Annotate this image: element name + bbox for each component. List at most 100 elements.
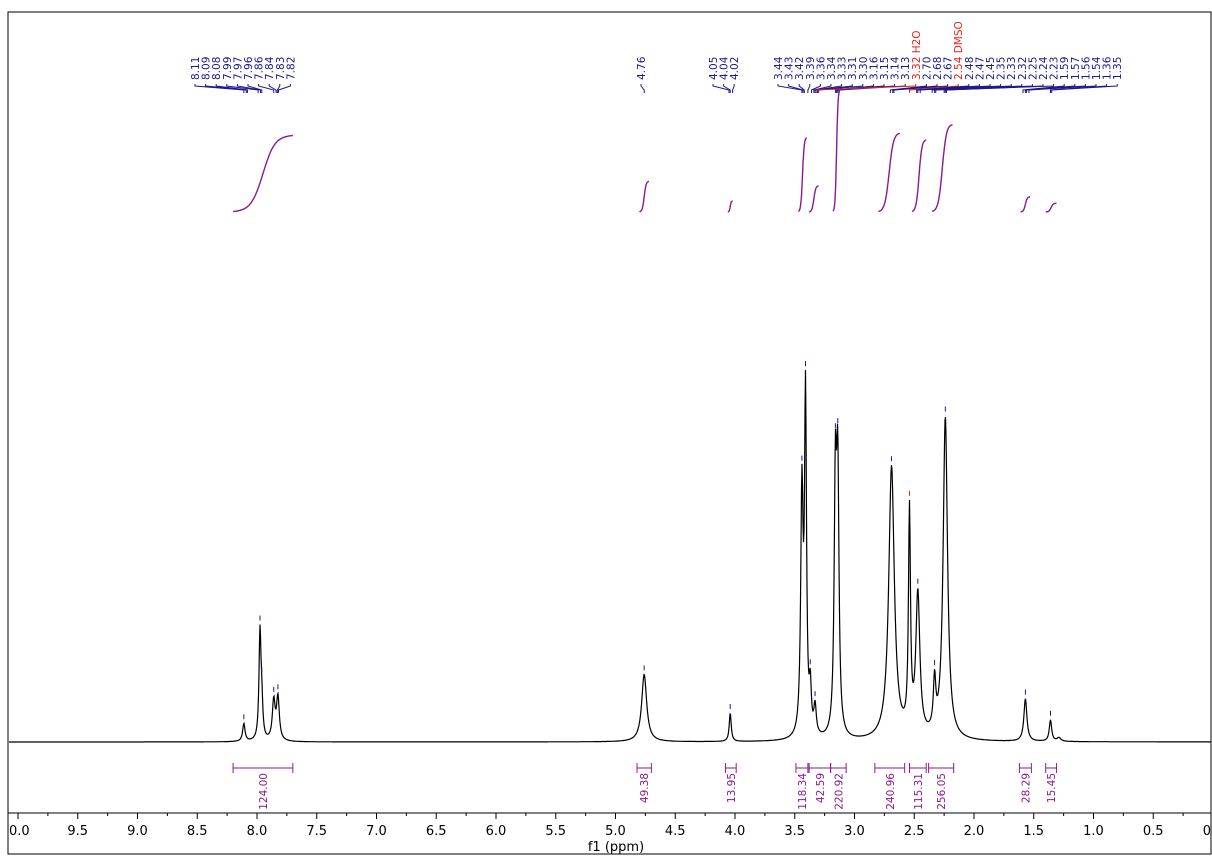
peak-label-leader — [788, 84, 804, 93]
peak-label-leader — [1022, 84, 1065, 93]
peak-label-leader — [810, 84, 821, 93]
peak-label-leader — [777, 84, 803, 93]
integral-value: 42.59 — [815, 773, 827, 803]
peak-label: 4.05 — [708, 57, 720, 80]
peak-label-leader — [278, 84, 291, 93]
integral-value: 240.96 — [885, 773, 897, 810]
x-tick-label: 9.0 — [127, 824, 148, 839]
peak-label: 2.47 — [974, 57, 986, 80]
peak-label-leader — [205, 84, 247, 93]
integral-curve — [233, 134, 293, 213]
peak-label: 3.36 — [815, 56, 827, 80]
peak-label-leader — [815, 84, 917, 93]
x-tick-label: 3.5 — [784, 824, 805, 839]
peak-label: 3.14 — [890, 56, 902, 80]
peak-label: 2.67 — [943, 57, 955, 80]
peak-label: 1.57 — [1070, 57, 1082, 80]
integral-value: 15.45 — [1046, 773, 1058, 803]
peak-label-leader — [236, 84, 262, 93]
peak-label: 2.35 — [996, 57, 1008, 80]
peak-label: 7.83 — [275, 57, 287, 80]
integral-value: 118.34 — [797, 773, 809, 810]
spectrum-trace — [9, 370, 1211, 743]
x-axis-ticks: 0.0 9.5 9.0 8.5 8.0 7.5 7.0 6.5 6.0 5.5 5.0 4.5 4.0 3… — [9, 813, 1211, 839]
integral-value: 13.95 — [726, 773, 738, 803]
integral-value: 124.00 — [258, 773, 270, 810]
peak-label: 7.97 — [232, 57, 244, 80]
x-tick-label: 0.5 — [1143, 824, 1164, 839]
peak-label-leader — [818, 84, 864, 93]
peak-label: 1.59 — [1059, 57, 1071, 80]
x-tick-label: 1.0 — [1083, 824, 1104, 839]
peak-label: 1.54 — [1091, 56, 1103, 80]
peak-label-leader — [807, 84, 811, 93]
peak-label: 4.76 — [636, 56, 648, 80]
x-tick-label: 2.0 — [964, 824, 985, 839]
peak-label-leader — [1051, 84, 1118, 93]
x-tick-label: 7.5 — [306, 824, 327, 839]
peak-label: 2.25 — [1027, 57, 1039, 80]
peak-label: 3.39 — [805, 57, 817, 80]
x-tick-label: 6.0 — [486, 824, 507, 839]
peak-label: 3.13 — [900, 57, 912, 80]
x-tick-label: 7.0 — [366, 824, 387, 839]
peak-label-leader — [712, 84, 730, 93]
peak-label-leader — [814, 84, 843, 93]
integral-curve — [1020, 196, 1031, 213]
integral-curve — [639, 180, 650, 213]
peak-label-leader — [268, 84, 277, 93]
peak-label-leader — [276, 84, 281, 93]
peak-labels: 8.118.098.087.997.977.967.867.847.837.82… — [190, 21, 1124, 93]
x-tick-label: 1.5 — [1023, 824, 1044, 839]
peak-label: 8.08 — [211, 57, 223, 80]
peak-label: 3.43 — [784, 57, 796, 80]
peak-label: 7.86 — [254, 56, 266, 80]
peak-label: 1.36 — [1102, 56, 1114, 80]
integral-curve — [797, 137, 808, 213]
peak-label: 1.56 — [1080, 56, 1092, 80]
peak-label-leader — [640, 84, 645, 93]
peak-label-leader — [723, 84, 731, 93]
peak-label: 3.34 — [826, 56, 838, 80]
x-tick-label: 4.5 — [665, 824, 686, 839]
peak-label-leader — [816, 84, 853, 93]
peak-label: 3.42 — [794, 57, 806, 80]
peak-label: 8.11 — [190, 57, 202, 80]
peak-label: 4.02 — [729, 57, 741, 80]
peak-label: 1.35 — [1112, 57, 1124, 80]
x-tick-label: 9.5 — [67, 824, 88, 839]
x-tick-label: 5.0 — [605, 824, 626, 839]
x-axis-title: f1 (ppm) — [588, 840, 644, 855]
solvent-peak-label: 3.32 H2O — [911, 30, 923, 80]
peak-label: 7.82 — [285, 57, 297, 80]
peak-label: 2.32 — [1017, 57, 1029, 80]
peak-label-leader — [215, 84, 248, 93]
integral-value: 49.38 — [639, 773, 651, 803]
peak-label: 3.33 — [837, 57, 849, 80]
integral-value: 28.29 — [1020, 773, 1032, 803]
peak-label-leader — [919, 84, 991, 93]
peak-label-leader — [946, 84, 1055, 93]
peak-label: 2.45 — [985, 57, 997, 80]
integral-curve — [727, 200, 733, 213]
peak-label: 2.23 — [1049, 57, 1061, 80]
peak-label: 2.48 — [964, 57, 976, 80]
peak-label-leader — [1028, 84, 1097, 93]
peak-label-leader — [798, 84, 805, 93]
peak-label-leader — [258, 84, 275, 93]
integral-curves — [233, 89, 1057, 213]
peak-label: 2.70 — [921, 57, 933, 80]
peak-label-leader — [247, 84, 263, 93]
peak-label-leader — [908, 84, 959, 93]
integral-value: 256.05 — [936, 773, 948, 810]
solvent-peak-label: 2.54 DMSO — [953, 21, 965, 80]
peak-label: 3.44 — [773, 56, 785, 80]
peak-label: 7.99 — [222, 57, 234, 80]
x-tick-label: 0 — [1203, 824, 1211, 839]
peak-label: 7.84 — [264, 56, 276, 80]
peak-label: 2.33 — [1006, 57, 1018, 80]
peak-markers — [243, 361, 1051, 720]
integral-bars: 124.00 49.38 13.95 118.34 42.59 220.92 240.96 1… — [232, 763, 1058, 810]
peak-label: 3.31 — [847, 57, 859, 80]
